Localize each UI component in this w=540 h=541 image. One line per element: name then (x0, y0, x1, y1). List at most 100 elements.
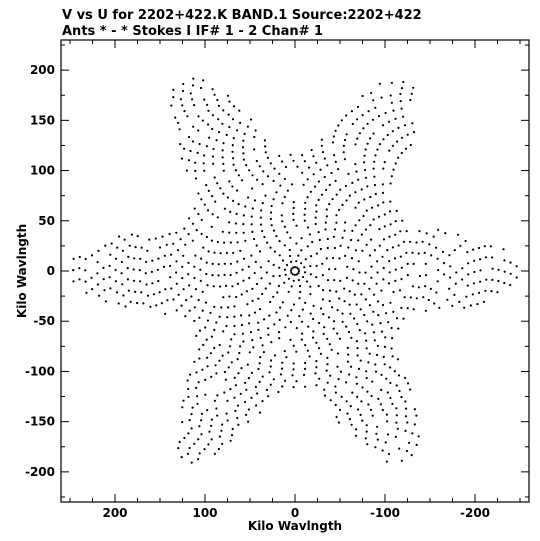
uv-point (245, 164, 248, 167)
uv-point (224, 378, 227, 381)
uv-point (344, 184, 347, 188)
uv-point (491, 256, 494, 259)
uv-point (191, 406, 194, 409)
uv-point (341, 312, 344, 315)
uv-point (323, 388, 326, 391)
plot-title: V vs U for 2202+422.K BAND.1 Source:2202… (62, 8, 422, 23)
uv-point (377, 300, 380, 303)
uv-point (341, 203, 344, 206)
uv-point (390, 101, 393, 104)
uv-point (400, 459, 403, 462)
uv-point (193, 319, 196, 322)
uv-point (292, 206, 295, 210)
uv-point (210, 418, 213, 421)
uv-point (255, 244, 258, 247)
uv-point (300, 237, 303, 240)
uv-point (233, 396, 236, 399)
uv-point (329, 399, 332, 402)
uv-point (417, 286, 420, 289)
uv-point (363, 161, 366, 164)
uv-point (188, 284, 191, 287)
uv-point (386, 420, 389, 423)
uv-point (213, 346, 216, 350)
uv-point (388, 260, 391, 263)
uv-point (389, 200, 392, 203)
uv-point (91, 288, 94, 291)
uv-point (429, 287, 432, 290)
uv-point (172, 96, 175, 99)
uv-point (236, 358, 239, 361)
uv-point (206, 209, 210, 212)
uv-point (263, 139, 266, 142)
uv-point (400, 87, 404, 90)
uv-point (376, 271, 379, 274)
uv-point (292, 279, 295, 282)
uv-point (240, 314, 243, 317)
uv-point (383, 363, 386, 366)
uv-point (406, 274, 409, 277)
uv-point (216, 240, 219, 244)
uv-point (234, 169, 237, 172)
uv-point (293, 273, 296, 276)
uv-point (225, 251, 228, 254)
uv-point (371, 323, 374, 326)
uv-point (284, 165, 288, 169)
uv-point (334, 385, 337, 388)
uv-point (387, 282, 390, 285)
uv-point (365, 243, 368, 246)
uv-point (219, 187, 222, 190)
uv-point (235, 212, 238, 215)
x-axis-title: Kilo Wavlngth (248, 519, 342, 533)
uv-point (362, 214, 365, 218)
uv-point (228, 345, 232, 348)
uv-point (345, 325, 348, 328)
uv-point (351, 181, 354, 184)
uv-point (114, 257, 118, 260)
uv-point (278, 172, 281, 175)
uv-point (303, 219, 306, 222)
uv-point (260, 277, 263, 280)
uv-point (96, 283, 99, 286)
uv-point (334, 267, 337, 271)
uv-point (365, 424, 368, 427)
uv-point (205, 338, 208, 341)
uv-point (437, 269, 440, 272)
uv-point (239, 392, 242, 395)
uv-point (198, 452, 201, 455)
uv-point (223, 391, 226, 394)
uv-point (234, 409, 237, 412)
uv-point (322, 332, 325, 335)
uv-point (198, 348, 201, 351)
uv-point (201, 119, 204, 122)
uv-point (236, 260, 239, 263)
uv-point (196, 151, 199, 154)
uv-point (213, 452, 216, 455)
uv-point (233, 324, 236, 328)
uv-point (242, 152, 245, 155)
uv-point (339, 279, 342, 282)
uv-point (367, 110, 370, 113)
uv-point (371, 118, 375, 121)
uv-point (307, 325, 310, 328)
uv-point (336, 332, 339, 335)
uv-point (406, 133, 409, 136)
uv-point (319, 307, 323, 310)
uv-point (205, 235, 208, 239)
uv-point (234, 222, 237, 225)
uv-point (267, 333, 270, 336)
uv-point (412, 308, 415, 311)
uv-point (287, 290, 290, 293)
uv-point (306, 178, 309, 181)
uv-point (351, 279, 354, 282)
uv-point (158, 291, 161, 294)
uv-point (312, 155, 315, 158)
uv-point (182, 82, 185, 86)
uv-point (233, 305, 236, 308)
uv-point (309, 190, 312, 193)
uv-point (376, 438, 379, 441)
uv-point (145, 283, 148, 286)
uv-point (301, 308, 304, 311)
uv-point (170, 253, 173, 256)
uv-point (158, 246, 162, 249)
